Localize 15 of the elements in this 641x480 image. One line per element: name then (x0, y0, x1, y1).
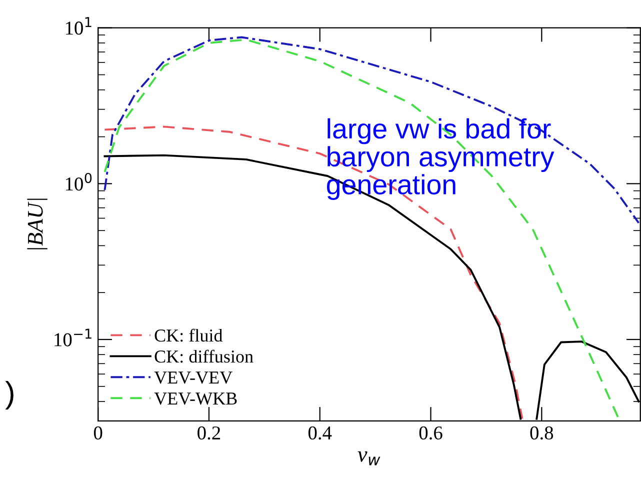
legend-label: CK: diffusion (154, 350, 254, 363)
y-tick-label: 10$^{1}$ (66, 17, 92, 35)
x-tick-label: 0 (94, 426, 102, 440)
x-tick-label: 0.8 (530, 426, 554, 440)
legend-label: VEV-WKB (154, 392, 237, 405)
y-tick-label: 10$^{0}$ (66, 172, 92, 191)
x-tick-label: 0.4 (308, 426, 332, 440)
x-axis-title: v$_{w}$ (358, 451, 380, 466)
legend-label: VEV-VEV (154, 372, 232, 384)
y-tick-label: 10$^{−1}$ (54, 328, 92, 346)
y-axis-title: |BAU| (27, 198, 48, 250)
x-tick-label: 0.2 (198, 426, 220, 440)
text: ) (5, 381, 14, 410)
legend-label: CK: fluid (154, 328, 223, 342)
x-tick-label: 0.6 (419, 426, 442, 440)
